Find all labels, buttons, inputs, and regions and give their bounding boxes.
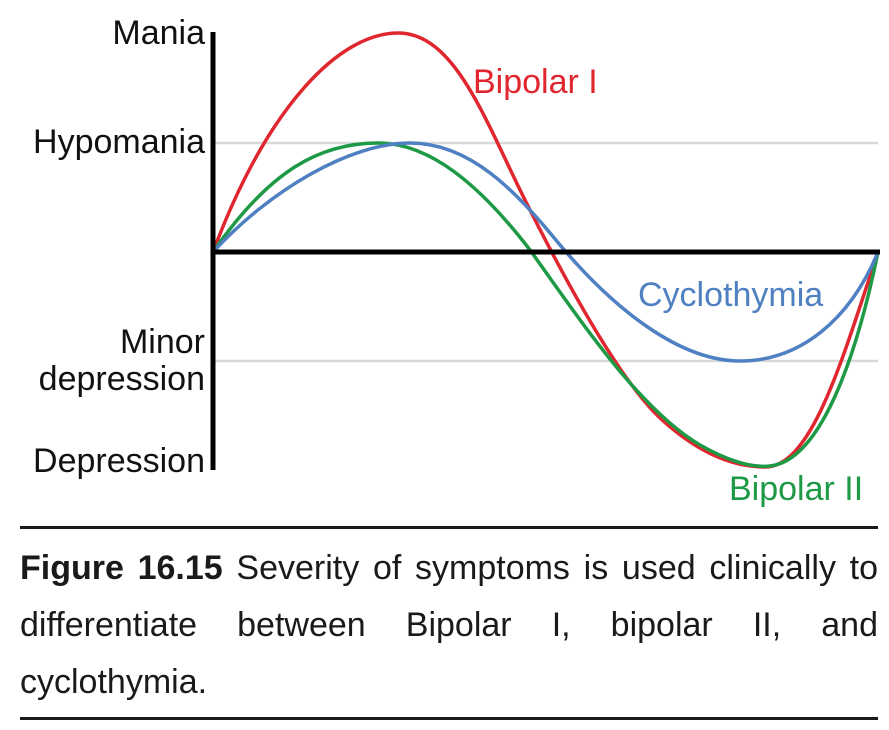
figure-caption: Figure 16.15 Severity of symptoms is use…: [20, 540, 878, 711]
hypomania-level-label: Hypomania: [33, 123, 205, 161]
caption-text: Severity of symptoms is used clinically …: [20, 549, 879, 701]
bipolar-2-curve: [211, 141, 880, 469]
caption-bottom-rule: [20, 717, 878, 720]
cyclothymia-curve: [211, 141, 880, 363]
bipolar-severity-diagram: Bipolar I Cyclothymia Bipolar II Mania H…: [33, 14, 880, 508]
mania-level-label: Mania: [112, 14, 205, 52]
diagram-canvas: Bipolar I Cyclothymia Bipolar II: [210, 31, 880, 508]
depression-level-label: Depression: [33, 442, 205, 480]
minor-depression-label-line2: depression: [38, 360, 205, 398]
figure-number: Figure 16.15: [20, 549, 223, 587]
bipolar-1-label: Bipolar I: [473, 63, 598, 101]
bipolar-2-label: Bipolar II: [729, 470, 863, 508]
cyclothymia-label: Cyclothymia: [638, 276, 823, 314]
minor-depression-label-line1: Minor: [119, 323, 205, 361]
caption-top-rule: [20, 526, 878, 529]
